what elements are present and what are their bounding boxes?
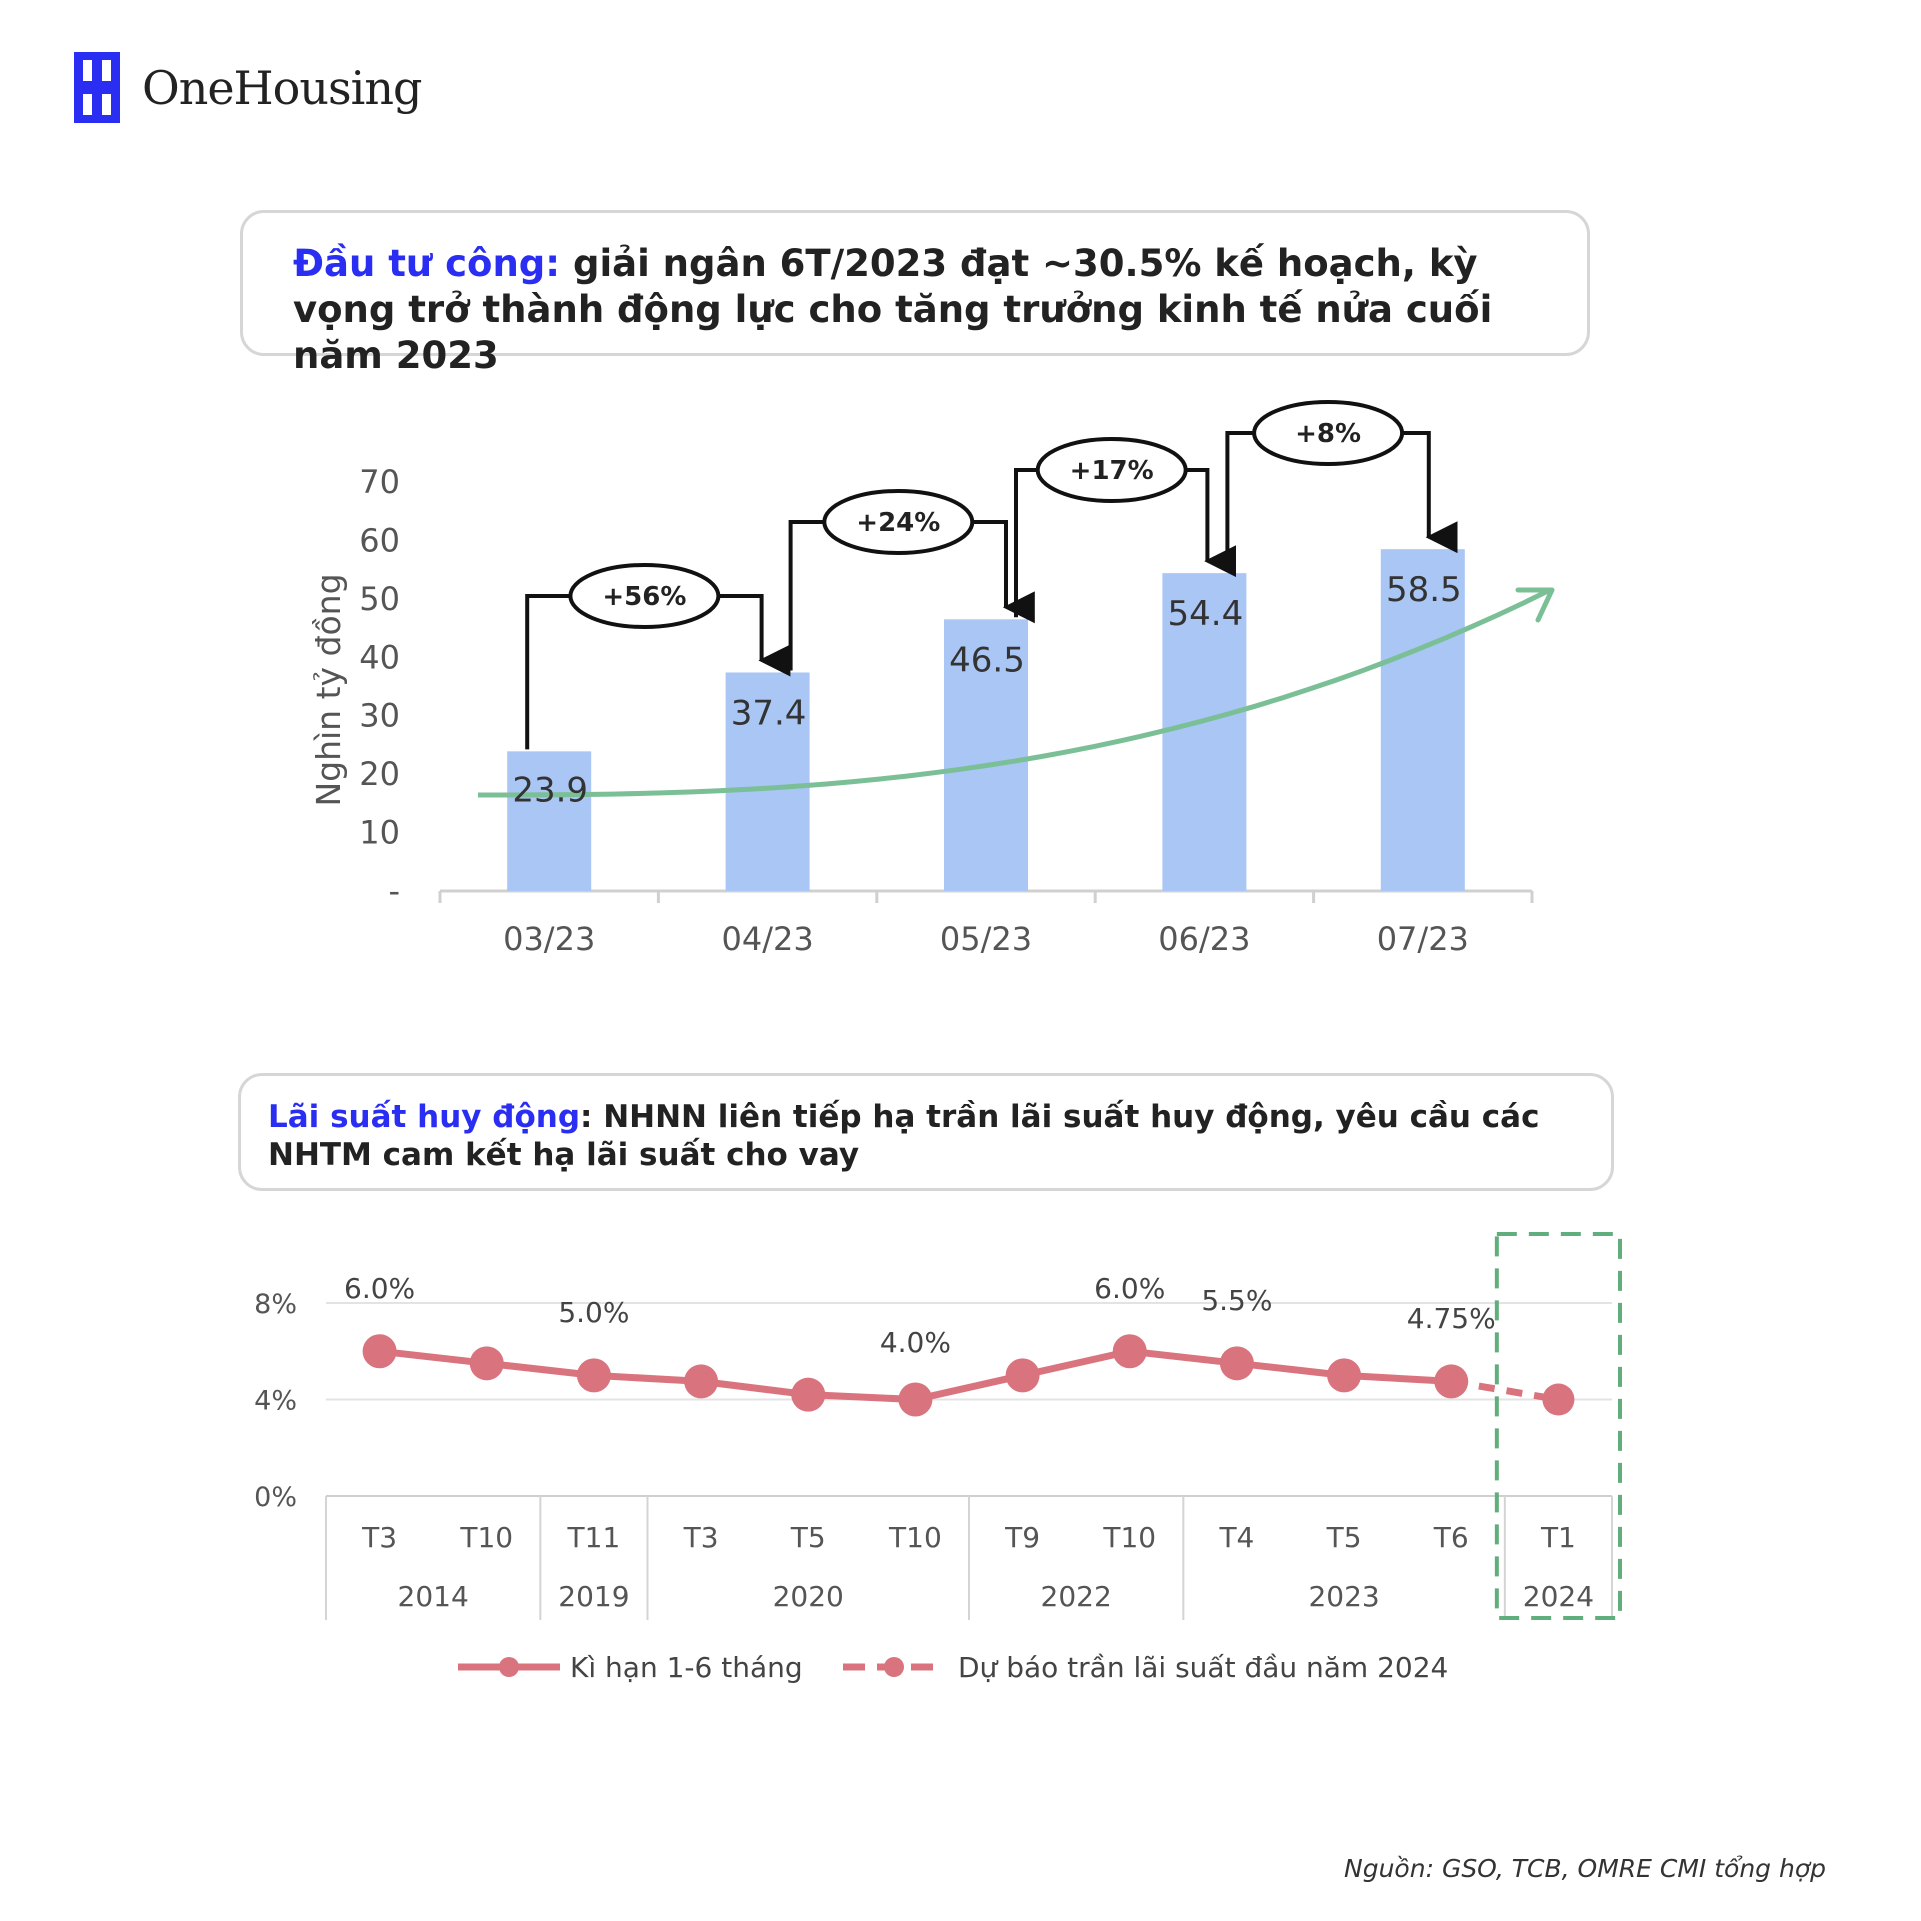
forecast-point	[1542, 1383, 1575, 1416]
onehousing-logo-icon	[74, 52, 120, 123]
data-point	[576, 1358, 611, 1393]
forecast-line	[1450, 1377, 1559, 1403]
growth-label: +8%	[1295, 419, 1361, 449]
legend-marker	[499, 1657, 519, 1677]
bar-value-label: 23.9	[512, 770, 588, 810]
data-point	[1112, 1334, 1147, 1369]
data-point	[1327, 1358, 1362, 1393]
headline-body: : NHNN liên tiếp hạ trần lãi suất huy độ…	[268, 1099, 1540, 1173]
trend-arrowhead	[1515, 587, 1555, 623]
bar-value-label: 46.5	[949, 640, 1025, 680]
x-tick-label: 07/23	[1377, 920, 1469, 958]
brand: OneHousing	[72, 50, 422, 125]
x-month-label: T5	[790, 1521, 826, 1554]
point-label: 4.75%	[1407, 1302, 1496, 1335]
x-tick-label: 05/23	[940, 920, 1032, 958]
growth-label: +56%	[602, 582, 686, 612]
data-point	[469, 1346, 504, 1381]
headline-accent: Lãi suất huy động	[268, 1099, 581, 1135]
growth-badge	[822, 489, 975, 555]
x-month-label: T5	[1326, 1521, 1362, 1554]
data-point	[898, 1382, 933, 1417]
bar-value-label: 37.4	[731, 693, 807, 733]
y-axis-label: Nghìn tỷ đồng	[309, 573, 348, 806]
point-label: 5.5%	[1201, 1284, 1272, 1317]
x-tick-label: 06/23	[1158, 920, 1250, 958]
growth-badge	[1252, 400, 1405, 466]
headline-text: Đầu tư công: giải ngân 6T/2023 đạt ~30.5…	[293, 241, 1537, 379]
y-tick-label: 40	[359, 638, 400, 676]
x-month-label: T10	[888, 1521, 942, 1554]
legend-label: Kì hạn 1-6 tháng	[570, 1651, 803, 1684]
point-label: 6.0%	[344, 1272, 415, 1305]
legend-marker	[884, 1657, 904, 1677]
point-label: 4.0%	[880, 1326, 951, 1359]
bar-value-label: 54.4	[1168, 594, 1244, 634]
x-month-label: T9	[1004, 1521, 1040, 1554]
x-month-label: T1	[1540, 1521, 1576, 1554]
y-tick-label: 10	[359, 814, 400, 852]
x-year-label: 2022	[1041, 1580, 1112, 1613]
x-month-label: T6	[1433, 1521, 1469, 1554]
bar	[1380, 549, 1465, 891]
x-year-label: 2019	[558, 1580, 629, 1613]
y-tick-label: 50	[359, 580, 400, 618]
growth-badge	[1035, 437, 1188, 503]
x-month-label: T4	[1218, 1521, 1254, 1554]
x-year-label: 2023	[1308, 1580, 1379, 1613]
bar	[944, 619, 1028, 891]
x-year-label: 2024	[1523, 1580, 1594, 1613]
x-month-label: T10	[1102, 1521, 1156, 1554]
headline-public-investment: Đầu tư công: giải ngân 6T/2023 đạt ~30.5…	[240, 210, 1590, 377]
legend-label: Dự báo trần lãi suất đầu năm 2024	[958, 1651, 1448, 1684]
y-tick-label: 0%	[254, 1482, 297, 1513]
x-month-label: T10	[459, 1521, 513, 1554]
bar	[1162, 573, 1247, 891]
bar-value-label: 58.5	[1386, 570, 1462, 610]
x-year-label: 2014	[398, 1580, 469, 1613]
x-year-label: 2020	[773, 1580, 844, 1613]
point-label: 5.0%	[558, 1296, 629, 1329]
y-tick-label: 30	[359, 697, 400, 735]
growth-label: +24%	[856, 508, 940, 538]
y-tick-label: 4%	[254, 1386, 297, 1417]
headline-accent: Đầu tư công:	[293, 242, 561, 285]
trend-line	[478, 587, 1552, 798]
x-tick-label: 04/23	[721, 920, 813, 958]
headline-body: giải ngân 6T/2023 đạt ~30.5% kế hoạch, k…	[293, 242, 1493, 377]
y-tick-label: -	[388, 872, 400, 910]
forecast-highlight-box	[1494, 1232, 1623, 1620]
y-tick-label: 8%	[254, 1289, 297, 1320]
brand-name: OneHousing	[142, 60, 422, 115]
x-month-label: T11	[567, 1521, 621, 1554]
data-point	[1005, 1358, 1040, 1393]
x-tick-label: 03/23	[503, 920, 595, 958]
y-tick-label: 60	[359, 521, 400, 559]
y-tick-label: 70	[359, 463, 400, 501]
bar	[507, 751, 592, 891]
bar	[725, 672, 810, 891]
source-note: Nguồn: GSO, TCB, OMRE CMI tổng hợp	[1344, 1854, 1826, 1883]
growth-badge	[568, 563, 721, 629]
data-point	[1219, 1346, 1254, 1381]
y-tick-label: 20	[359, 755, 400, 793]
data-point	[791, 1377, 826, 1412]
headline-deposit-rate: Lãi suất huy động: NHNN liên tiếp hạ trầ…	[238, 1073, 1614, 1191]
data-point	[362, 1334, 397, 1369]
growth-label: +17%	[1070, 456, 1154, 486]
x-month-label: T3	[361, 1521, 397, 1554]
data-point	[684, 1364, 719, 1399]
bar-chart: Nghìn tỷ đồng - 10 20 30 40 50 60 70 03/23 04/23 05…	[309, 400, 1555, 958]
line-chart: 0% 4% 8% 2014 2019 2020 2022 2023 2024 T3 T10 T11 T3…	[254, 1232, 1623, 1684]
headline-text: Lãi suất huy động: NHNN liên tiếp hạ trầ…	[268, 1098, 1584, 1174]
x-month-label: T3	[683, 1521, 719, 1554]
point-label: 6.0%	[1094, 1272, 1165, 1305]
